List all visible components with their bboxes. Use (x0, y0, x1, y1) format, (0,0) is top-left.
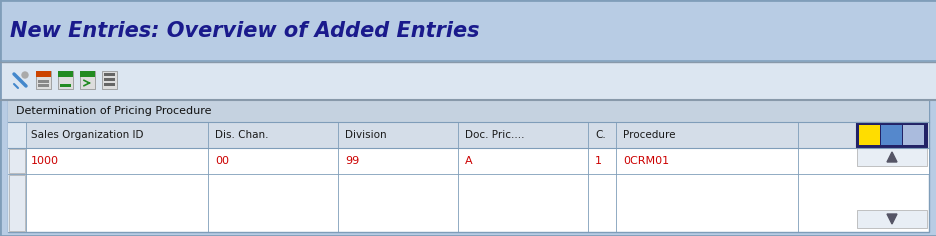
Bar (38, 84, 49, 87)
Bar (36, 71, 51, 77)
Bar (856, 123, 926, 147)
Bar (60, 84, 71, 87)
Text: Determination of Pricing Procedure: Determination of Pricing Procedure (16, 106, 212, 116)
Bar (58, 71, 73, 77)
Text: Sales Organization ID: Sales Organization ID (31, 130, 143, 140)
Bar (8, 100, 928, 122)
Bar (8, 100, 928, 232)
Bar (38, 80, 49, 83)
Text: 1000: 1000 (31, 156, 59, 166)
Bar (80, 71, 95, 89)
Text: 99: 99 (344, 156, 358, 166)
Bar (902, 125, 923, 145)
Bar (856, 148, 926, 166)
Text: 0CRM01: 0CRM01 (622, 156, 668, 166)
Bar (858, 125, 879, 145)
Circle shape (22, 72, 28, 78)
Bar (0, 62, 936, 100)
Polygon shape (886, 214, 896, 224)
Bar (8, 122, 26, 232)
Text: A: A (464, 156, 472, 166)
Text: Procedure: Procedure (622, 130, 675, 140)
Text: New Entries: Overview of Added Entries: New Entries: Overview of Added Entries (10, 21, 479, 41)
Text: Division: Division (344, 130, 387, 140)
Text: C.: C. (594, 130, 605, 140)
Bar (36, 71, 51, 89)
Bar (0, 60, 936, 62)
Text: 00: 00 (214, 156, 228, 166)
Bar (0, 0, 936, 62)
Bar (104, 83, 115, 86)
Bar (104, 73, 115, 76)
Bar (8, 122, 928, 148)
Text: Dis. Chan.: Dis. Chan. (214, 130, 269, 140)
Bar (102, 71, 117, 89)
Bar (880, 125, 901, 145)
Bar (26, 148, 928, 174)
Text: 1: 1 (594, 156, 601, 166)
Bar (104, 78, 115, 81)
Bar (58, 71, 73, 89)
Bar (856, 210, 926, 228)
Bar (9, 175, 25, 231)
Bar (80, 71, 95, 77)
Text: Doc. Pric....: Doc. Pric.... (464, 130, 524, 140)
Polygon shape (886, 152, 896, 162)
Bar (9, 149, 25, 173)
